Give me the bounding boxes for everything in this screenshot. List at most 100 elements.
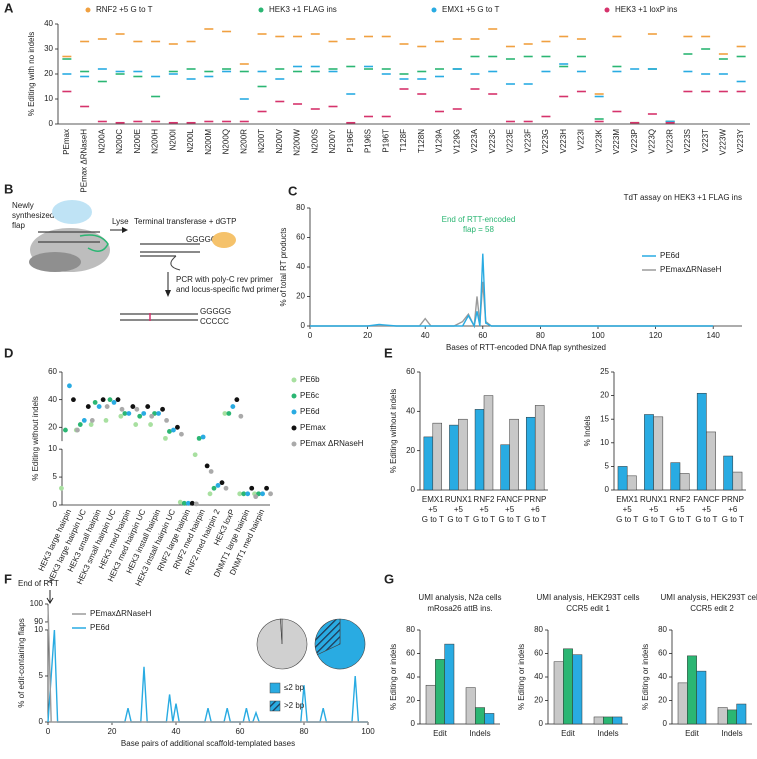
- y-tick-label: 0: [39, 717, 44, 726]
- point: [222, 411, 228, 416]
- panel-label: D: [4, 345, 13, 360]
- dna: [38, 231, 100, 243]
- point: [179, 431, 184, 437]
- legend-label: PEmaxΔRNaseH: [660, 265, 722, 274]
- x-tick-label: G to T: [447, 515, 469, 524]
- point: [160, 406, 165, 412]
- y-axis-label: % Editing or indels: [641, 644, 650, 710]
- legend-label: PE6d: [300, 407, 320, 416]
- y-tick-label: 10: [44, 94, 53, 103]
- legend-label: PE6d: [90, 623, 110, 632]
- x-tick-label: V223I: [577, 129, 586, 150]
- x-tick-label: V223R: [665, 129, 674, 154]
- x-tick-label: N200Y: [328, 128, 337, 153]
- x-tick-label: 80: [536, 331, 545, 340]
- x-tick-label: +5: [479, 505, 489, 514]
- bar: [696, 392, 707, 491]
- bar: [736, 703, 747, 725]
- point: [230, 404, 236, 409]
- y-tick-label: 0: [663, 719, 668, 728]
- x-tick-label: RNF2: [474, 495, 495, 504]
- point: [81, 417, 87, 423]
- protein-domain: [52, 200, 92, 224]
- point: [260, 491, 265, 497]
- point: [171, 427, 176, 433]
- point: [71, 397, 76, 403]
- bar: [500, 444, 510, 491]
- x-tick-label: V223S: [683, 129, 692, 153]
- x-tick-label: V129G: [452, 129, 461, 154]
- y-tick-label: 40: [658, 672, 667, 681]
- point: [115, 397, 121, 403]
- x-tick-label: Indels: [597, 729, 618, 738]
- arrowhead: [165, 290, 171, 297]
- point: [75, 427, 80, 433]
- x-tick-label: 40: [421, 331, 430, 340]
- bar: [423, 436, 434, 491]
- point: [208, 469, 214, 474]
- y-tick-label: 60: [406, 367, 415, 376]
- x-tick-label: 120: [649, 331, 663, 340]
- x-tick-label: G to T: [524, 515, 546, 524]
- x-tick-label: 0: [46, 727, 51, 736]
- y-tick-label: 5: [39, 671, 44, 680]
- diagram-label: Newly: [12, 201, 34, 210]
- x-tick-label: +5: [649, 505, 659, 514]
- panel-label: F: [4, 571, 12, 586]
- bar: [679, 473, 690, 491]
- y-tick-label: 0: [411, 719, 416, 728]
- x-tick-label: 40: [172, 727, 181, 736]
- chart-title: UMI analysis, N2a cells: [418, 593, 501, 602]
- y-tick-label: 60: [48, 367, 57, 376]
- enzyme: [212, 232, 236, 248]
- annotation: flap = 58: [463, 225, 494, 234]
- y-axis-label: % Editing or indels: [517, 644, 526, 710]
- legend-label: >2 bp: [284, 701, 305, 710]
- point: [133, 422, 139, 427]
- x-tick-label: Edit: [685, 729, 700, 738]
- bar: [717, 707, 728, 725]
- dna: [120, 313, 198, 321]
- point: [148, 422, 153, 427]
- legend-swatch: [269, 682, 281, 694]
- point: [268, 491, 273, 497]
- x-tick-label: 80: [300, 727, 309, 736]
- point: [164, 417, 169, 423]
- legend-label: HEK3 +1 loxP ins: [615, 5, 677, 14]
- x-tick-label: N200T: [257, 129, 266, 153]
- y-axis-label: % Editing without indels: [389, 389, 398, 474]
- y-axis-label: % Editing without indels: [31, 396, 40, 481]
- point: [192, 452, 198, 458]
- point: [111, 400, 117, 405]
- panel-label: B: [4, 181, 13, 196]
- bar: [525, 416, 536, 491]
- x-tick-label: +5: [428, 505, 438, 514]
- step-label: PCR with poly-C rev primer: [176, 275, 273, 284]
- legend-marker: [431, 7, 437, 13]
- point: [167, 429, 172, 434]
- x-tick-label: N200A: [97, 128, 106, 153]
- x-tick-label: V223A: [470, 128, 479, 153]
- y-tick-label: 25: [600, 367, 609, 376]
- y-tick-label: 0: [411, 485, 416, 494]
- legend-marker: [85, 7, 91, 13]
- diagram-b: Newly synthesized flap Lyse Terminal tra…: [12, 200, 279, 326]
- point: [141, 411, 147, 416]
- x-tick-label: N200W: [293, 129, 302, 156]
- y-tick-label: 10: [600, 438, 609, 447]
- y-tick-label: 100: [30, 599, 44, 608]
- point: [92, 400, 98, 405]
- x-tick-label: T128N: [417, 129, 426, 153]
- x-tick-label: 100: [591, 331, 605, 340]
- x-tick-label: G to T: [722, 515, 744, 524]
- y-tick-label: 20: [600, 391, 609, 400]
- y-tick-label: 60: [658, 649, 667, 658]
- bar: [603, 716, 613, 725]
- legend-marker: [604, 7, 610, 13]
- annotation-arrow: [46, 590, 54, 604]
- bar: [626, 475, 637, 491]
- legend-marker: [291, 425, 297, 431]
- point: [241, 491, 247, 497]
- pie-slice: [314, 618, 341, 656]
- legend-marker: [291, 393, 297, 399]
